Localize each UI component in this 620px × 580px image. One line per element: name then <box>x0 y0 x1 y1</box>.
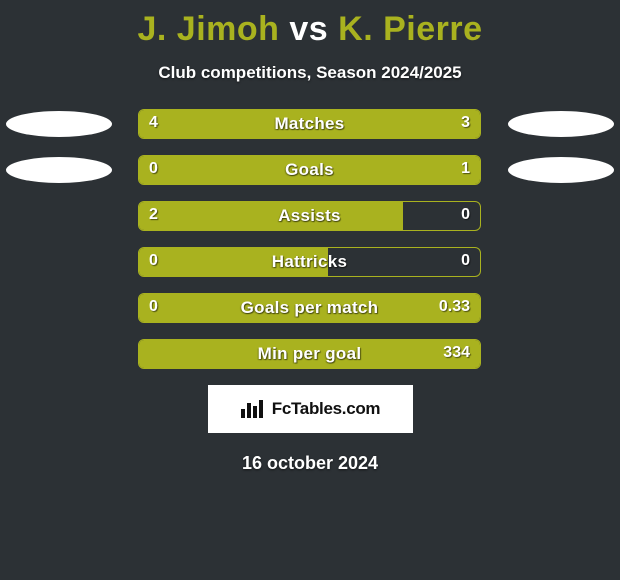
bar-chart-icon <box>240 399 268 419</box>
bar-fill-left <box>139 248 328 276</box>
player1-name: J. Jimoh <box>137 10 279 48</box>
date-label: 16 october 2024 <box>0 453 620 474</box>
footer-site-name: FcTables.com <box>272 399 381 419</box>
stat-value-right: 0 <box>461 252 470 270</box>
stat-row: Assists20 <box>0 201 620 231</box>
player1-marker <box>6 111 112 137</box>
stat-row: Matches43 <box>0 109 620 139</box>
bar-fill-left <box>139 202 403 230</box>
stat-row: Goals per match00.33 <box>0 293 620 323</box>
vs-text: vs <box>289 10 328 48</box>
bar-fill-left <box>139 294 481 322</box>
stat-row: Goals01 <box>0 155 620 185</box>
subtitle: Club competitions, Season 2024/2025 <box>0 63 620 83</box>
bar-track: Matches43 <box>138 109 481 139</box>
page-title: J. Jimoh vs K. Pierre <box>0 0 620 49</box>
bar-track: Goals01 <box>138 155 481 185</box>
bar-fill-left <box>139 340 481 368</box>
player2-marker <box>508 157 614 183</box>
player2-marker <box>508 111 614 137</box>
player1-marker <box>6 157 112 183</box>
bar-track: Goals per match00.33 <box>138 293 481 323</box>
stat-value-right: 0 <box>461 206 470 224</box>
comparison-chart: Matches43 Goals01 Assists20 Hattricks00 Goal… <box>0 109 620 369</box>
bar-track: Assists20 <box>138 201 481 231</box>
footer-attribution[interactable]: FcTables.com <box>208 385 413 433</box>
player2-name: K. Pierre <box>338 10 482 48</box>
bar-track: Min per goal334 <box>138 339 481 369</box>
bar-fill-left <box>139 110 481 138</box>
stat-row: Hattricks00 <box>0 247 620 277</box>
bar-track: Hattricks00 <box>138 247 481 277</box>
bar-fill-left <box>139 156 204 184</box>
stat-row: Min per goal334 <box>0 339 620 369</box>
bar-fill-right <box>202 156 480 184</box>
